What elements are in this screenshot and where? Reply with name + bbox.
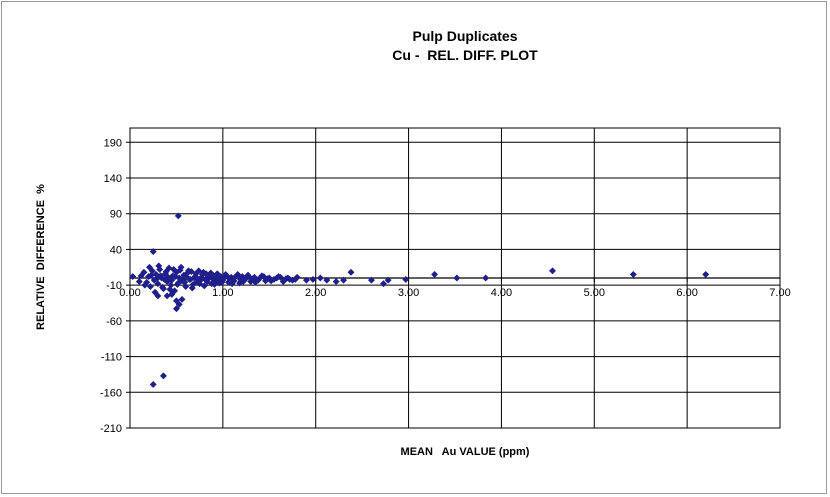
data-point [146,283,154,291]
data-point [332,278,340,286]
data-point [172,297,180,305]
data-point [231,273,239,281]
data-point [166,285,174,293]
data-point [154,280,162,288]
data-point [210,280,219,288]
x-tick-label: 1.00 [212,287,233,299]
x-tick-label: 6.00 [676,287,697,299]
data-point [145,263,154,271]
y-tick-label: -10 [106,280,122,292]
data-point [282,275,290,283]
data-point [147,271,155,279]
x-tick-label: 5.00 [584,287,605,299]
data-point [249,275,257,283]
data-point [225,275,233,283]
data-point [256,274,264,282]
data-point [220,274,228,282]
data-point [340,276,348,284]
data-point [323,276,331,284]
data-point [168,276,176,284]
data-point [316,274,324,282]
data-point [149,248,157,256]
data-point [183,273,191,281]
data-point [158,283,167,291]
data-point [196,280,204,288]
data-point [137,272,145,280]
data-point [212,273,220,281]
data-point [129,273,137,281]
chart-title: Pulp Duplicates [412,28,518,44]
data-point [242,274,250,282]
data-point [207,269,215,277]
data-point [170,265,178,273]
data-point [384,276,392,284]
data-point [273,274,281,282]
x-tick-label: 0.00 [119,287,140,299]
data-point [431,270,439,278]
data-point [199,268,207,276]
data-point [135,278,143,286]
data-point [173,280,181,288]
data-point [302,276,310,284]
data-point [157,272,165,280]
y-tick-label: 90 [110,209,122,221]
x-tick-label: 4.00 [491,287,512,299]
x-axis-label: MEAN Au VALUE (ppm) [400,446,530,458]
y-tick-label: -160 [100,387,122,399]
data-point [367,276,375,284]
data-point [702,270,710,278]
data-point [184,267,193,275]
data-point [197,273,206,281]
chart-subtitle: Cu - REL. DIFF. PLOT [392,47,538,63]
data-point [200,282,208,290]
data-point [151,288,159,296]
y-tick-label: -210 [100,423,122,435]
data-point [177,263,185,271]
y-tick-label: -110 [101,352,122,364]
x-tick-label: 3.00 [398,287,419,299]
data-point [159,372,167,380]
data-point [228,280,236,288]
data-point [149,380,157,388]
data-point [291,275,299,283]
data-point [188,284,196,292]
y-tick-label: 140 [104,173,122,185]
data-point [402,275,410,283]
data-point [482,274,490,282]
data-point [453,274,461,282]
data-point [141,281,149,289]
x-tick-label: 7.00 [769,287,790,299]
x-tick-label: 2.00 [305,287,326,299]
data-point [379,280,388,288]
data-point [155,262,163,270]
data-point [309,275,317,283]
y-tick-label: 190 [104,137,122,149]
data-point [172,305,180,313]
data-point [236,275,245,283]
data-point [629,270,637,278]
data-point [548,267,557,275]
y-tick-label: 40 [110,244,122,256]
data-point [263,275,271,283]
y-tick-label: -60 [106,316,122,328]
data-point [174,212,182,220]
data-point [347,268,355,276]
data-point [178,295,186,303]
data-point [162,268,170,276]
